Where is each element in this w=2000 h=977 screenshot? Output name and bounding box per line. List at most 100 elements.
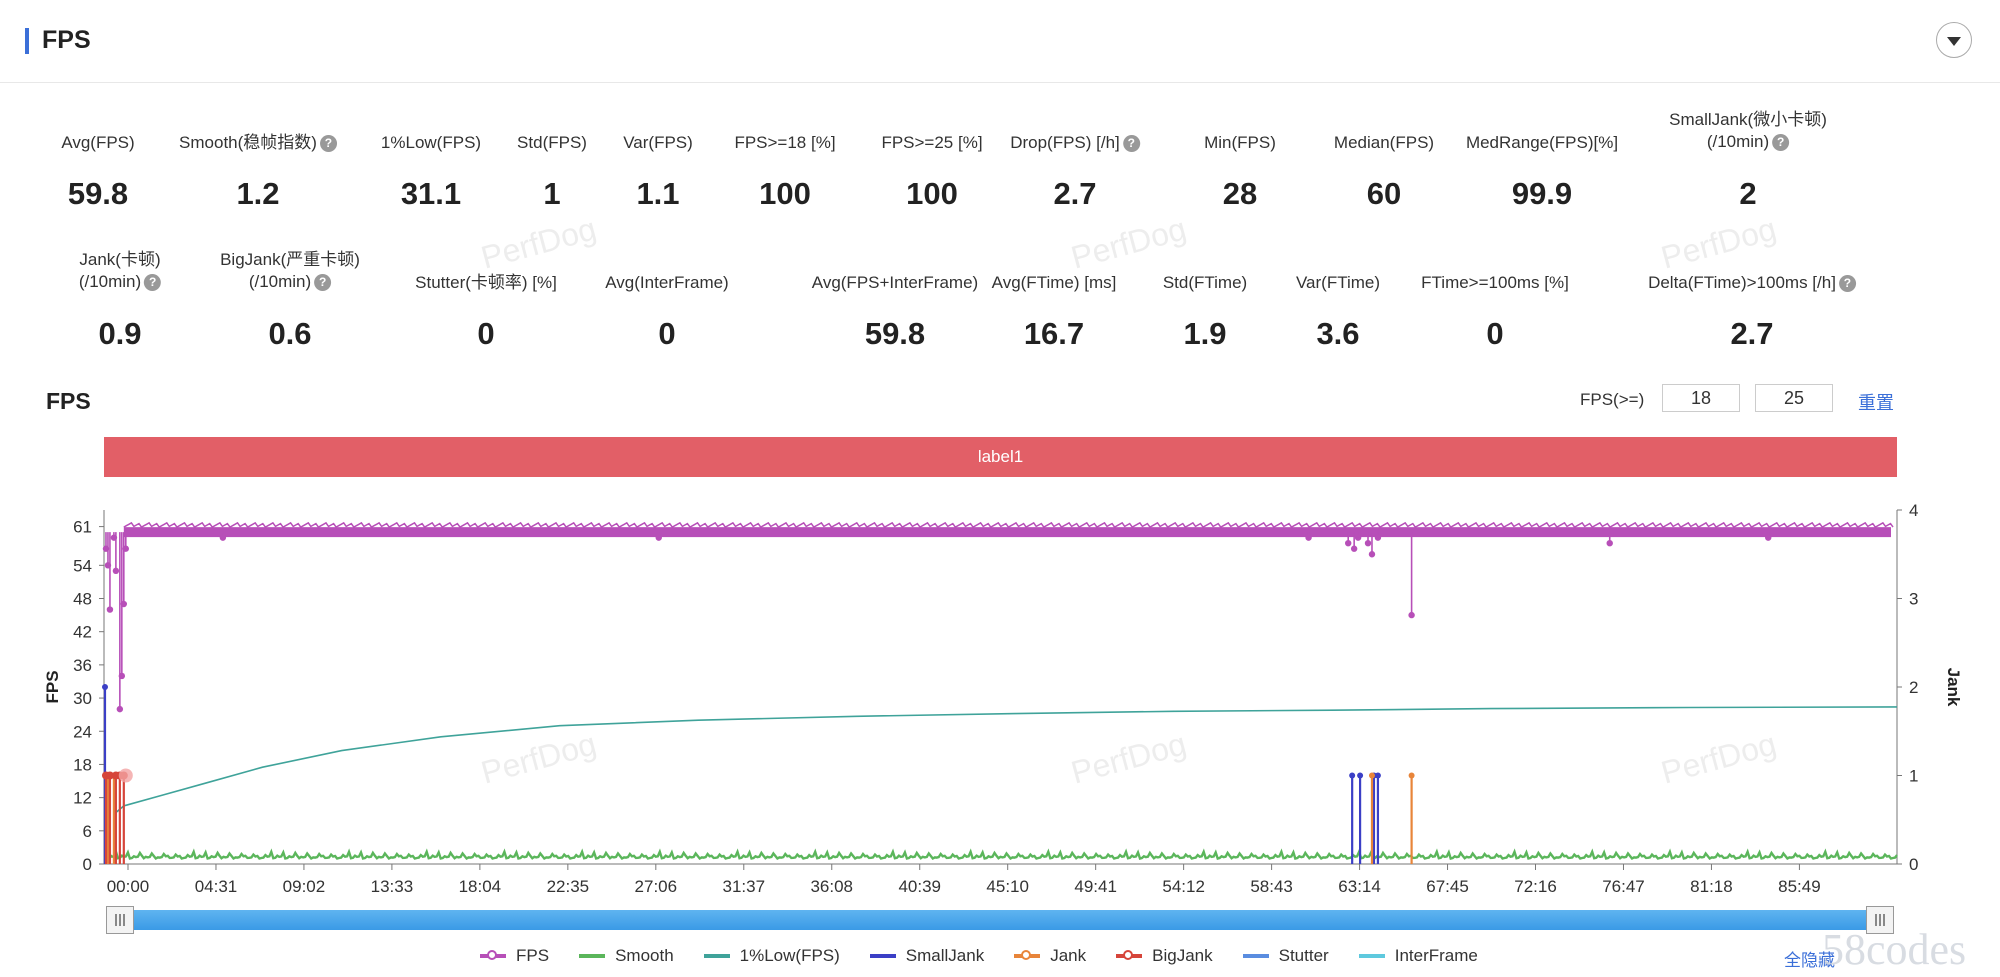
metric-value: 16.7 xyxy=(1023,316,1085,351)
hide-all-button[interactable]: 全隐藏 xyxy=(1784,951,1835,970)
metric-label: 1%Low(FPS) xyxy=(380,133,482,152)
x-tick-label: 09:02 xyxy=(283,877,326,896)
slider-left-handle[interactable] xyxy=(106,906,134,934)
legend-marker-icon xyxy=(1116,950,1143,961)
y-tick-label: 12 xyxy=(73,789,92,808)
series-1pct-low-line xyxy=(113,706,1898,815)
y2-tick-label: 2 xyxy=(1909,678,1918,697)
metric-r2-4: Avg(FPS+InterFrame) 59.8 xyxy=(811,272,979,351)
metric-r1-11: SmallJank(微小卡顿) (/10min)? 2 xyxy=(1669,109,1827,211)
metric-r1-1: Smooth(稳帧指数)? 1.2 xyxy=(179,132,337,211)
metric-value: 28 xyxy=(1222,176,1258,211)
metric-label: Avg(FPS+InterFrame) xyxy=(811,273,979,292)
help-icon[interactable]: ? xyxy=(1838,275,1856,293)
x-tick-label: 00:00 xyxy=(107,877,150,896)
metric-label: Var(FPS) xyxy=(623,133,693,152)
legend-dot xyxy=(487,950,497,960)
metric-label: Min(FPS) xyxy=(1204,133,1276,152)
legend-marker-icon xyxy=(1242,951,1269,961)
x-tick-label: 45:10 xyxy=(986,877,1029,896)
perfdog-watermark: PerfDog xyxy=(1067,210,1190,276)
grip-icon xyxy=(1875,914,1885,926)
reset-button[interactable]: 重置 xyxy=(1858,393,1894,413)
legend-item-smooth[interactable]: Smooth xyxy=(579,946,674,966)
series-smalljank-point xyxy=(1374,772,1381,779)
help-icon[interactable]: ? xyxy=(1122,135,1140,153)
legend-item-jank[interactable]: Jank xyxy=(1014,946,1086,966)
y-tick-label: 6 xyxy=(83,822,92,841)
series-fps-point xyxy=(1606,539,1613,547)
help-icon[interactable]: ? xyxy=(1772,134,1790,152)
y-tick-label: 36 xyxy=(73,656,92,675)
metric-label: MedRange(FPS)[%] xyxy=(1465,133,1619,152)
series-fps-point xyxy=(1364,539,1372,547)
series-fps-point xyxy=(655,534,662,541)
y-tick-label: 42 xyxy=(73,623,92,642)
x-tick-label: 22:35 xyxy=(547,877,590,896)
x-tick-label: 40:39 xyxy=(898,877,941,896)
legend-item-interframe[interactable]: InterFrame xyxy=(1358,946,1478,966)
legend-label: Smooth xyxy=(615,946,674,965)
help-icon[interactable]: ? xyxy=(319,135,337,153)
y-tick-label: 24 xyxy=(73,722,92,741)
collapse-button[interactable] xyxy=(1936,22,1972,58)
metric-value: 100 xyxy=(906,176,958,211)
slider-right-handle[interactable] xyxy=(1866,906,1894,934)
fps-threshold-label: FPS(>=) xyxy=(1580,390,1645,409)
x-tick-label: 18:04 xyxy=(459,877,502,896)
metric-r1-7: Drop(FPS) [/h]? 2.7 xyxy=(1010,132,1140,211)
panel-title: FPS xyxy=(42,26,91,54)
metric-label: Jank(卡顿) xyxy=(79,250,161,269)
series-fps-point xyxy=(112,567,120,575)
metric-value: 2 xyxy=(1739,176,1757,211)
legend-label: SmallJank xyxy=(905,946,985,965)
y-tick-label: 54 xyxy=(73,556,92,575)
label-band[interactable]: label1 xyxy=(104,437,1897,477)
time-range-slider[interactable] xyxy=(122,910,1880,930)
metric-value: 1 xyxy=(543,176,561,211)
fps-threshold-high-input[interactable] xyxy=(1755,384,1833,412)
series-fps-point xyxy=(1374,534,1382,541)
series-fps-point xyxy=(1350,545,1358,552)
legend-item-fps[interactable]: FPS xyxy=(480,946,549,966)
legend-item-1-low-fps-[interactable]: 1%Low(FPS) xyxy=(703,946,840,966)
x-tick-label: 04:31 xyxy=(195,877,238,896)
metric-label: FTime>=100ms [%] xyxy=(1421,273,1569,292)
series-smooth-line xyxy=(103,848,1898,861)
x-tick-label: 27:06 xyxy=(635,877,678,896)
series-fps-point xyxy=(1305,534,1312,541)
legend-dot xyxy=(1021,950,1032,960)
series-fps-band xyxy=(123,527,1892,538)
y-tick-label: 30 xyxy=(73,689,92,708)
legend-item-stutter[interactable]: Stutter xyxy=(1242,946,1329,966)
help-icon[interactable]: ? xyxy=(144,274,162,292)
x-tick-label: 58:43 xyxy=(1250,877,1293,896)
help-icon[interactable]: ? xyxy=(314,274,332,292)
perfdog-watermark: PerfDog xyxy=(477,210,600,276)
y2-tick-label: 1 xyxy=(1909,767,1918,786)
legend-item-bigjank[interactable]: BigJank xyxy=(1116,946,1213,966)
legend-item-smalljank[interactable]: SmallJank xyxy=(869,946,985,966)
series-bigjank-highlight xyxy=(118,768,133,783)
metric-r1-0: Avg(FPS) 59.8 xyxy=(61,132,134,211)
legend-label: BigJank xyxy=(1152,946,1213,965)
y2-tick-label: 3 xyxy=(1909,590,1918,609)
x-tick-label: 54:12 xyxy=(1162,877,1205,896)
fps-threshold-low-input[interactable] xyxy=(1662,384,1740,412)
metric-r2-5: Avg(FTime) [ms] 16.7 xyxy=(992,272,1117,351)
metric-label: Std(FTime) xyxy=(1162,273,1248,292)
y-tick-label: 61 xyxy=(73,518,92,537)
legend-marker-icon xyxy=(579,951,606,961)
series-fps-point xyxy=(116,705,124,713)
y-axis-label: FPS xyxy=(43,670,62,703)
metric-r2-7: Var(FTime) 3.6 xyxy=(1296,272,1380,351)
chart-legend: FPS Smooth 1%Low(FPS) SmallJank Jank BigJank S… xyxy=(480,945,1508,967)
legend-marker-icon xyxy=(1358,951,1385,961)
legend-label: Jank xyxy=(1050,946,1087,965)
metric-value: 1.2 xyxy=(236,176,280,211)
chevron-down-icon xyxy=(1947,37,1961,46)
metric-value: 0 xyxy=(658,316,676,351)
metric-r1-8: Min(FPS) 28 xyxy=(1204,132,1276,211)
metric-r1-10: MedRange(FPS)[%] 99.9 xyxy=(1465,132,1619,211)
